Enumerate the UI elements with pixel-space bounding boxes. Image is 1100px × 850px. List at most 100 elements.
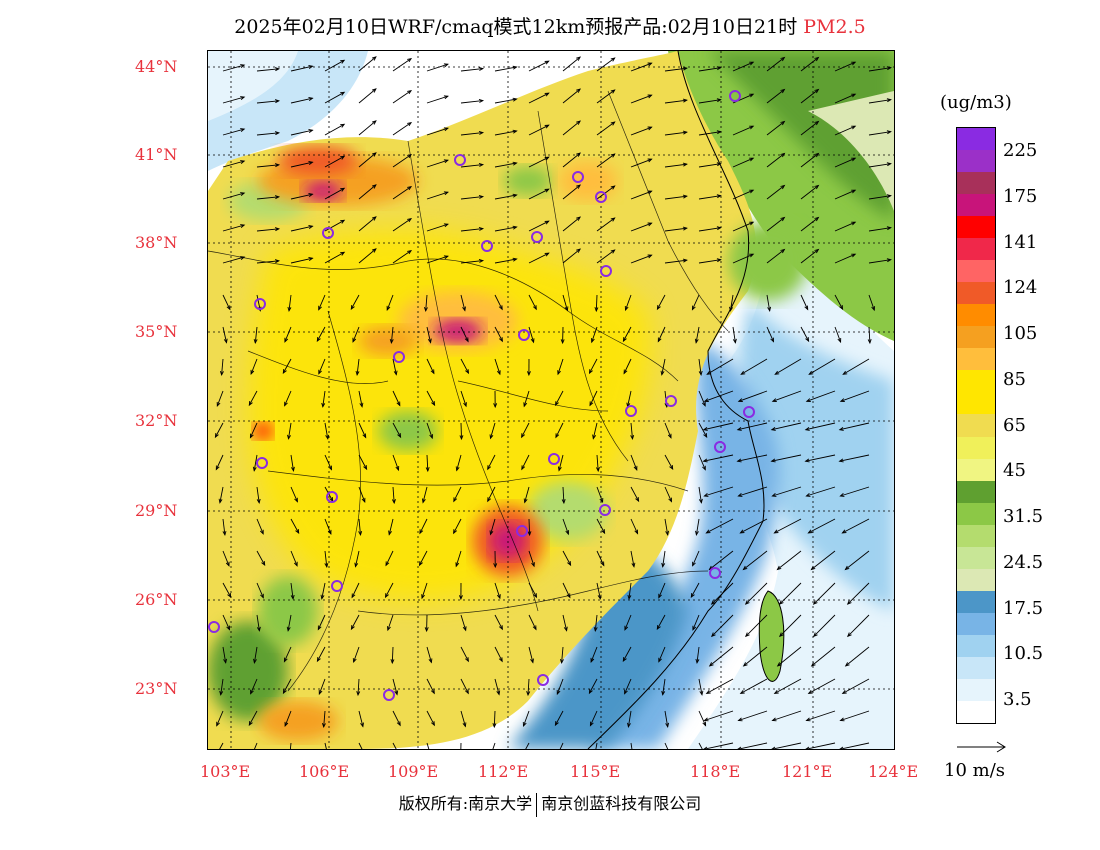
wind-arrowhead bbox=[286, 626, 291, 632]
wind-arrowhead bbox=[647, 190, 653, 195]
wind-arrowhead bbox=[443, 127, 449, 132]
wind-arrowhead bbox=[544, 92, 550, 97]
wind-arrow bbox=[290, 550, 298, 566]
wind-arrow bbox=[562, 582, 571, 598]
wind-arrow bbox=[737, 742, 768, 749]
wind-arrow bbox=[698, 390, 706, 406]
wind-arrow bbox=[358, 184, 377, 200]
wind-arrow bbox=[834, 253, 856, 264]
wind-arrow bbox=[460, 228, 483, 232]
wind-arrow bbox=[460, 260, 483, 264]
wind-arrow bbox=[460, 132, 483, 136]
wind-arrowhead bbox=[223, 658, 228, 664]
wind-arrowhead bbox=[736, 458, 742, 463]
wind-arrowhead bbox=[371, 248, 377, 253]
wind-arrow bbox=[740, 518, 768, 534]
wind-arrow bbox=[528, 124, 549, 136]
wind-arrow bbox=[813, 614, 836, 637]
wind-arrowhead bbox=[886, 130, 892, 135]
wind-arrow bbox=[834, 93, 856, 104]
wind-arrowhead bbox=[780, 184, 786, 190]
wind-arrow bbox=[290, 454, 294, 471]
wind-arrowhead bbox=[814, 120, 820, 126]
wind-arrow bbox=[771, 422, 802, 431]
wind-arrow bbox=[777, 550, 802, 570]
wind-arrow bbox=[453, 486, 462, 502]
wind-arrow bbox=[740, 358, 768, 375]
wind-arrow bbox=[386, 294, 394, 311]
wind-arrowhead bbox=[521, 433, 525, 439]
wind-arrowhead bbox=[668, 497, 672, 503]
wind-arrow bbox=[845, 550, 870, 570]
wind-arrowhead bbox=[294, 497, 298, 503]
wind-arrow bbox=[766, 57, 785, 72]
wind-arrow bbox=[222, 550, 230, 566]
lon-label-103: 103°E bbox=[200, 762, 251, 781]
wind-arrow bbox=[215, 422, 224, 438]
wind-arrowhead bbox=[631, 562, 636, 568]
wind-arrowhead bbox=[423, 306, 428, 313]
wind-arrowhead bbox=[430, 689, 435, 695]
legend-swatch bbox=[957, 282, 995, 305]
wind-arrow bbox=[528, 582, 537, 598]
wind-reference-arrow bbox=[957, 741, 1006, 753]
wind-arrow bbox=[358, 88, 377, 104]
wind-arrow bbox=[216, 710, 224, 726]
wind-arrowhead bbox=[512, 129, 518, 134]
wind-arrowhead bbox=[610, 57, 616, 62]
wind-arrowhead bbox=[716, 258, 722, 263]
wind-arrow bbox=[800, 89, 819, 104]
wind-arrow bbox=[494, 66, 517, 72]
wind-arrowhead bbox=[363, 465, 368, 471]
wind-arrowhead bbox=[287, 434, 291, 440]
wind-arrow bbox=[324, 59, 345, 72]
wind-arrowhead bbox=[767, 306, 772, 312]
wind-arrow bbox=[868, 131, 891, 136]
wind-arrowhead bbox=[459, 435, 464, 441]
wind-arrowhead bbox=[778, 632, 784, 638]
wind-arrowhead bbox=[627, 594, 632, 601]
wind-arrowhead bbox=[770, 458, 776, 463]
wind-arrow bbox=[840, 710, 870, 721]
wind-arrow bbox=[706, 518, 734, 534]
wind-arrow bbox=[589, 390, 598, 406]
wind-arrowhead bbox=[325, 434, 330, 440]
wind-arrowhead bbox=[478, 258, 485, 263]
wind-arrow bbox=[358, 486, 366, 503]
wind-arrow bbox=[732, 125, 754, 136]
lat-label-38: 38°N bbox=[135, 233, 178, 252]
wind-arrowhead bbox=[321, 402, 326, 408]
wind-arrowhead bbox=[462, 306, 466, 312]
wind-arrow bbox=[774, 358, 802, 375]
wind-arrowhead bbox=[559, 658, 564, 665]
wind-arrow bbox=[222, 64, 245, 72]
wind-arrowhead bbox=[356, 691, 361, 697]
wind-arrow bbox=[215, 454, 224, 470]
wind-arrowhead bbox=[576, 216, 581, 221]
wind-arrowhead bbox=[259, 529, 264, 535]
wind-arrow bbox=[487, 454, 496, 470]
wind-arrowhead bbox=[240, 64, 246, 68]
wind-arrowhead bbox=[842, 370, 848, 375]
wind-arrowhead bbox=[431, 401, 436, 407]
wind-arrowhead bbox=[805, 493, 811, 497]
wind-arrowhead bbox=[749, 125, 755, 130]
wind-arrow bbox=[779, 582, 802, 605]
wind-arrowhead bbox=[455, 466, 460, 472]
wind-arrow bbox=[732, 189, 754, 200]
wind-arrowhead bbox=[665, 722, 670, 728]
wind-arrowhead bbox=[564, 306, 569, 312]
wind-arrowhead bbox=[814, 56, 820, 62]
wind-arrowhead bbox=[555, 433, 560, 439]
wind-arrowhead bbox=[851, 157, 857, 162]
wind-arrow bbox=[868, 294, 875, 311]
wind-arrowhead bbox=[308, 193, 314, 197]
wind-arrowhead bbox=[804, 427, 810, 431]
wind-arrowhead bbox=[716, 194, 722, 199]
wind-arrow bbox=[868, 326, 871, 344]
wind-arrowhead bbox=[599, 497, 604, 504]
wind-arrow bbox=[706, 678, 734, 694]
wind-arrow bbox=[390, 326, 394, 343]
wind-arrowhead bbox=[308, 129, 314, 133]
wind-arrow bbox=[221, 358, 224, 375]
